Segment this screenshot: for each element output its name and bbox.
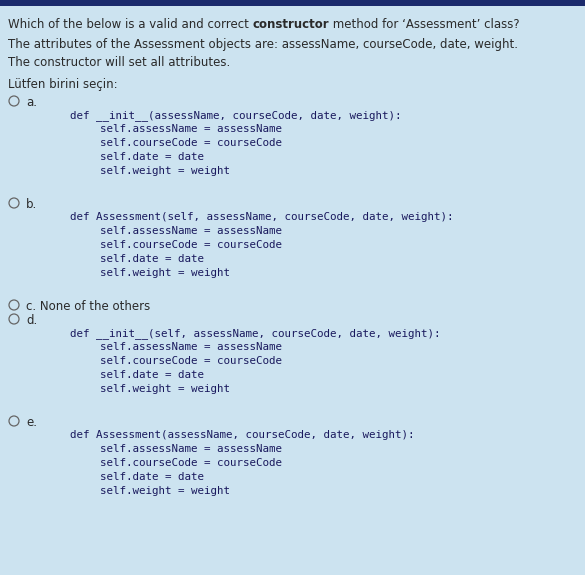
- Text: self.courseCode = courseCode: self.courseCode = courseCode: [100, 240, 282, 250]
- Text: self.assessName = assessName: self.assessName = assessName: [100, 226, 282, 236]
- Text: self.date = date: self.date = date: [100, 152, 204, 162]
- Text: The constructor will set all attributes.: The constructor will set all attributes.: [8, 56, 230, 69]
- Text: self.courseCode = courseCode: self.courseCode = courseCode: [100, 138, 282, 148]
- Text: self.assessName = assessName: self.assessName = assessName: [100, 124, 282, 134]
- Text: self.weight = weight: self.weight = weight: [100, 384, 230, 394]
- Text: self.date = date: self.date = date: [100, 254, 204, 264]
- Text: def Assessment(self, assessName, courseCode, date, weight):: def Assessment(self, assessName, courseC…: [70, 212, 453, 222]
- Text: c. None of the others: c. None of the others: [26, 300, 150, 313]
- Text: self.weight = weight: self.weight = weight: [100, 486, 230, 496]
- Text: self.assessName = assessName: self.assessName = assessName: [100, 444, 282, 454]
- Bar: [0, 0, 585, 6]
- Text: d.: d.: [26, 314, 37, 327]
- Text: self.courseCode = courseCode: self.courseCode = courseCode: [100, 458, 282, 468]
- Text: b.: b.: [26, 198, 37, 211]
- Text: self.weight = weight: self.weight = weight: [100, 268, 230, 278]
- Text: self.date = date: self.date = date: [100, 472, 204, 482]
- Text: constructor: constructor: [253, 18, 329, 31]
- Text: def __init__(self, assessName, courseCode, date, weight):: def __init__(self, assessName, courseCod…: [70, 328, 441, 339]
- Text: self.date = date: self.date = date: [100, 370, 204, 380]
- Text: self.assessName = assessName: self.assessName = assessName: [100, 342, 282, 352]
- Text: The attributes of the Assessment objects are: assessName, courseCode, date, weig: The attributes of the Assessment objects…: [8, 38, 518, 51]
- Text: self.courseCode = courseCode: self.courseCode = courseCode: [100, 356, 282, 366]
- Text: Which of the below is a valid and correct: Which of the below is a valid and correc…: [8, 18, 253, 31]
- Text: def __init__(assessName, courseCode, date, weight):: def __init__(assessName, courseCode, dat…: [70, 110, 401, 121]
- Text: Lütfen birini seçin:: Lütfen birini seçin:: [8, 78, 118, 91]
- Text: e.: e.: [26, 416, 37, 429]
- Text: a.: a.: [26, 96, 37, 109]
- Text: self.weight = weight: self.weight = weight: [100, 166, 230, 176]
- Text: def Assessment(assessName, courseCode, date, weight):: def Assessment(assessName, courseCode, d…: [70, 430, 415, 440]
- Text: method for ‘Assessment’ class?: method for ‘Assessment’ class?: [329, 18, 520, 31]
